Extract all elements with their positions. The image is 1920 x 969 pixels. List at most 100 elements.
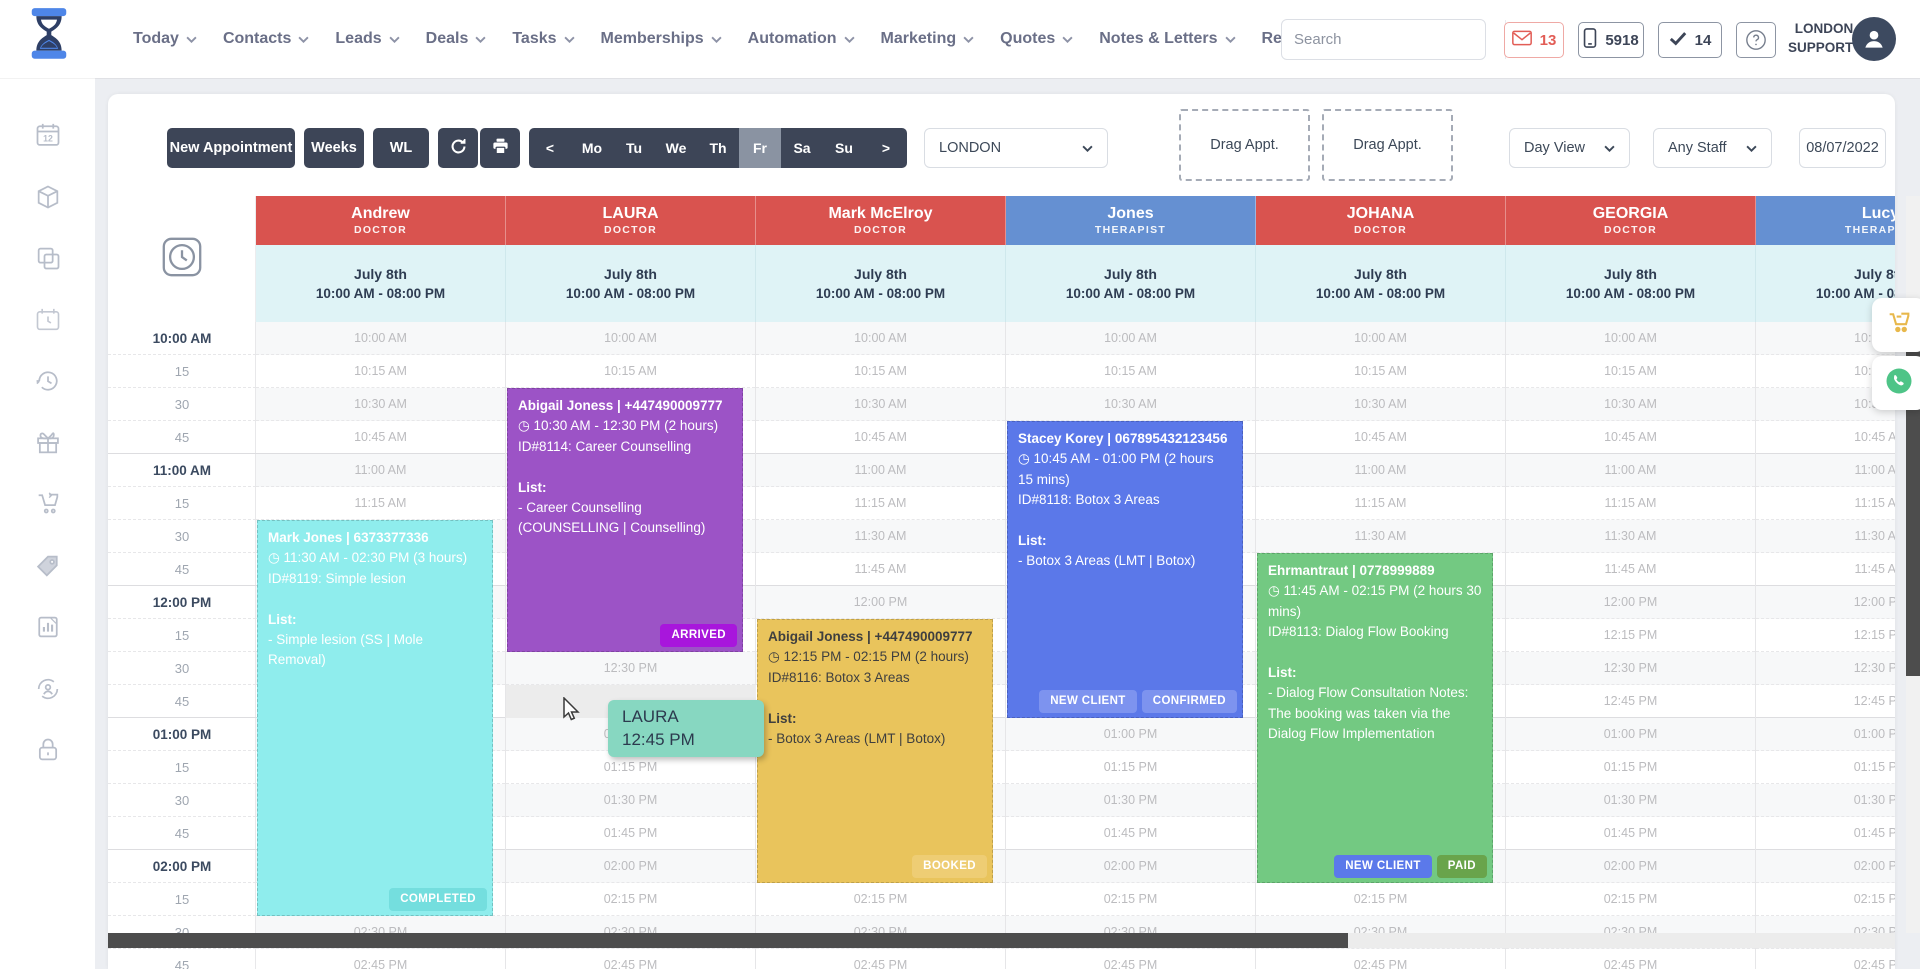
time-slot-cell[interactable]: 12:00 PM <box>1756 586 1895 619</box>
time-slot-cell[interactable]: 01:15 PM <box>506 751 755 784</box>
staff-column-header[interactable]: JOHANA DOCTOR <box>1256 196 1506 245</box>
new-appointment-button[interactable]: New Appointment <box>167 128 295 168</box>
location-select[interactable]: LONDON <box>924 128 1108 168</box>
app-logo-hourglass-icon[interactable] <box>26 8 72 68</box>
time-slot-cell[interactable]: 12:00 PM <box>756 586 1005 619</box>
time-slot-cell[interactable]: 02:45 PM <box>1256 949 1505 969</box>
weekday-th[interactable]: Th <box>697 128 739 168</box>
time-slot-cell[interactable]: 10:00 AM <box>1006 322 1255 355</box>
drag-appointment-slot-1[interactable]: Drag Appt. <box>1179 109 1310 181</box>
appointment-block[interactable]: Abigail Joness | +447490009777 ◷ 12:15 PM… <box>757 619 993 883</box>
refresh-button[interactable] <box>438 128 478 168</box>
nav-item-leads[interactable]: Leads <box>335 30 400 48</box>
time-slot-cell[interactable]: 11:45 AM <box>1506 553 1755 586</box>
time-slot-cell[interactable]: 10:45 AM <box>1256 421 1505 454</box>
time-slot-cell[interactable]: 11:30 AM <box>1256 520 1505 553</box>
package-icon[interactable] <box>33 182 63 212</box>
time-slot-cell[interactable]: 12:30 PM <box>1756 652 1895 685</box>
calendar-reminder-icon[interactable] <box>33 305 63 335</box>
time-slot-cell[interactable]: 02:15 PM <box>1006 883 1255 916</box>
nav-item-contacts[interactable]: Contacts <box>223 30 309 48</box>
time-slot-cell[interactable]: 02:00 PM <box>1756 850 1895 883</box>
time-slot-cell[interactable]: 11:30 AM <box>756 520 1005 553</box>
time-slot-cell[interactable]: 10:45 AM <box>1506 421 1755 454</box>
time-slot-cell[interactable]: 01:30 PM <box>1506 784 1755 817</box>
time-slot-cell[interactable]: 01:15 PM <box>1756 751 1895 784</box>
time-slot-cell[interactable]: 02:00 PM <box>1006 850 1255 883</box>
weekday-fr[interactable]: Fr <box>739 128 781 168</box>
nav-item-memberships[interactable]: Memberships <box>601 30 722 48</box>
nav-item-today[interactable]: Today <box>133 30 197 48</box>
time-slot-cell[interactable]: 11:15 AM <box>256 487 505 520</box>
time-slot-cell[interactable]: 11:00 AM <box>256 454 505 487</box>
time-slot-cell[interactable]: 10:00 AM <box>1256 322 1505 355</box>
weekday-sa[interactable]: Sa <box>781 128 823 168</box>
time-slot-cell[interactable]: 10:15 AM <box>256 355 505 388</box>
time-slot-cell[interactable]: 12:30 PM <box>506 652 755 685</box>
time-slot-cell[interactable]: 02:15 PM <box>1756 883 1895 916</box>
time-slot-cell[interactable]: 12:00 PM <box>1506 586 1755 619</box>
time-slot-cell[interactable]: 02:15 PM <box>756 883 1005 916</box>
nav-item-tasks[interactable]: Tasks <box>512 30 575 48</box>
nav-item-notes-letters[interactable]: Notes & Letters <box>1099 30 1236 48</box>
time-slot-cell[interactable]: 10:15 AM <box>1256 355 1505 388</box>
time-slot-cell[interactable]: 11:00 AM <box>1506 454 1755 487</box>
time-slot-cell[interactable]: 11:30 AM <box>1756 520 1895 553</box>
nav-item-marketing[interactable]: Marketing <box>881 30 975 48</box>
time-slot-cell[interactable]: 10:45 AM <box>256 421 505 454</box>
time-slot-cell[interactable]: 01:30 PM <box>1006 784 1255 817</box>
time-slot-cell[interactable]: 11:00 AM <box>1256 454 1505 487</box>
appointment-block[interactable]: Ehrmantraut | 0778999889 ◷ 11:45 AM - 02:… <box>1257 553 1493 883</box>
time-slot-cell[interactable]: 02:45 PM <box>506 949 755 969</box>
time-slot-cell[interactable]: 01:15 PM <box>1006 751 1255 784</box>
time-slot-cell[interactable]: 02:45 PM <box>756 949 1005 969</box>
nav-item-quotes[interactable]: Quotes <box>1000 30 1073 48</box>
time-slot-cell[interactable]: 02:45 PM <box>256 949 505 969</box>
time-slot-cell[interactable]: 12:30 PM <box>1506 652 1755 685</box>
weekday-mo[interactable]: Mo <box>571 128 613 168</box>
history-icon[interactable] <box>33 366 63 396</box>
calendar-icon[interactable]: 12 <box>33 120 63 150</box>
time-slot-cell[interactable]: 11:15 AM <box>1256 487 1505 520</box>
nav-item-automation[interactable]: Automation <box>748 30 855 48</box>
time-slot-cell[interactable]: 11:15 AM <box>1506 487 1755 520</box>
time-slot-cell[interactable]: 10:00 AM <box>506 322 755 355</box>
time-slot-cell[interactable]: 11:00 AM <box>1756 454 1895 487</box>
time-slot-cell[interactable]: 11:45 AM <box>1756 553 1895 586</box>
time-slot-cell[interactable]: 01:30 PM <box>1756 784 1895 817</box>
time-slot-cell[interactable]: 12:45 PM <box>1506 685 1755 718</box>
whatsapp-button[interactable] <box>1872 356 1920 410</box>
calls-badge[interactable]: 5918 <box>1578 22 1644 58</box>
tasks-badge[interactable]: 14 <box>1658 22 1722 58</box>
time-slot-cell[interactable]: 10:00 AM <box>756 322 1005 355</box>
user-avatar[interactable] <box>1852 17 1896 61</box>
appointment-block[interactable]: Stacey Korey | 067895432123456 ◷ 10:45 AM… <box>1007 421 1243 718</box>
time-slot-cell[interactable]: 02:00 PM <box>506 850 755 883</box>
report-chart-icon[interactable] <box>33 612 63 642</box>
weekday-we[interactable]: We <box>655 128 697 168</box>
time-slot-cell[interactable]: 10:30 AM <box>1256 388 1505 421</box>
messages-badge[interactable]: 13 <box>1504 22 1564 58</box>
time-slot-cell[interactable]: 10:30 AM <box>256 388 505 421</box>
time-slot-cell[interactable]: 11:45 AM <box>756 553 1005 586</box>
time-slot-cell[interactable]: 02:00 PM <box>1506 850 1755 883</box>
date-picker[interactable]: 08/07/2022 <box>1799 128 1886 168</box>
help-button[interactable] <box>1736 22 1776 58</box>
weeks-button[interactable]: Weeks <box>304 128 364 168</box>
next-day-button[interactable]: > <box>865 128 907 168</box>
time-slot-cell[interactable]: 01:45 PM <box>1006 817 1255 850</box>
time-slot-cell[interactable]: 10:15 AM <box>1506 355 1755 388</box>
print-button[interactable] <box>480 128 520 168</box>
staff-column-header[interactable]: Andrew DOCTOR <box>256 196 506 245</box>
time-slot-cell[interactable]: 11:15 AM <box>1756 487 1895 520</box>
time-slot-cell[interactable]: 02:15 PM <box>1506 883 1755 916</box>
appointment-block[interactable]: Abigail Joness | +447490009777 ◷ 10:30 AM… <box>507 388 743 652</box>
time-slot-cell[interactable]: 12:45 PM <box>1756 685 1895 718</box>
time-slot-cell[interactable]: 10:45 AM <box>1756 421 1895 454</box>
vertical-scrollbar-thumb[interactable] <box>1906 336 1920 676</box>
time-slot-cell[interactable]: 12:15 PM <box>1506 619 1755 652</box>
staff-column-header[interactable]: Mark McElroy DOCTOR <box>756 196 1006 245</box>
time-slot-cell[interactable]: 11:15 AM <box>756 487 1005 520</box>
time-slot-cell[interactable]: 10:00 AM <box>256 322 505 355</box>
time-slot-cell[interactable]: 02:45 PM <box>1506 949 1755 969</box>
